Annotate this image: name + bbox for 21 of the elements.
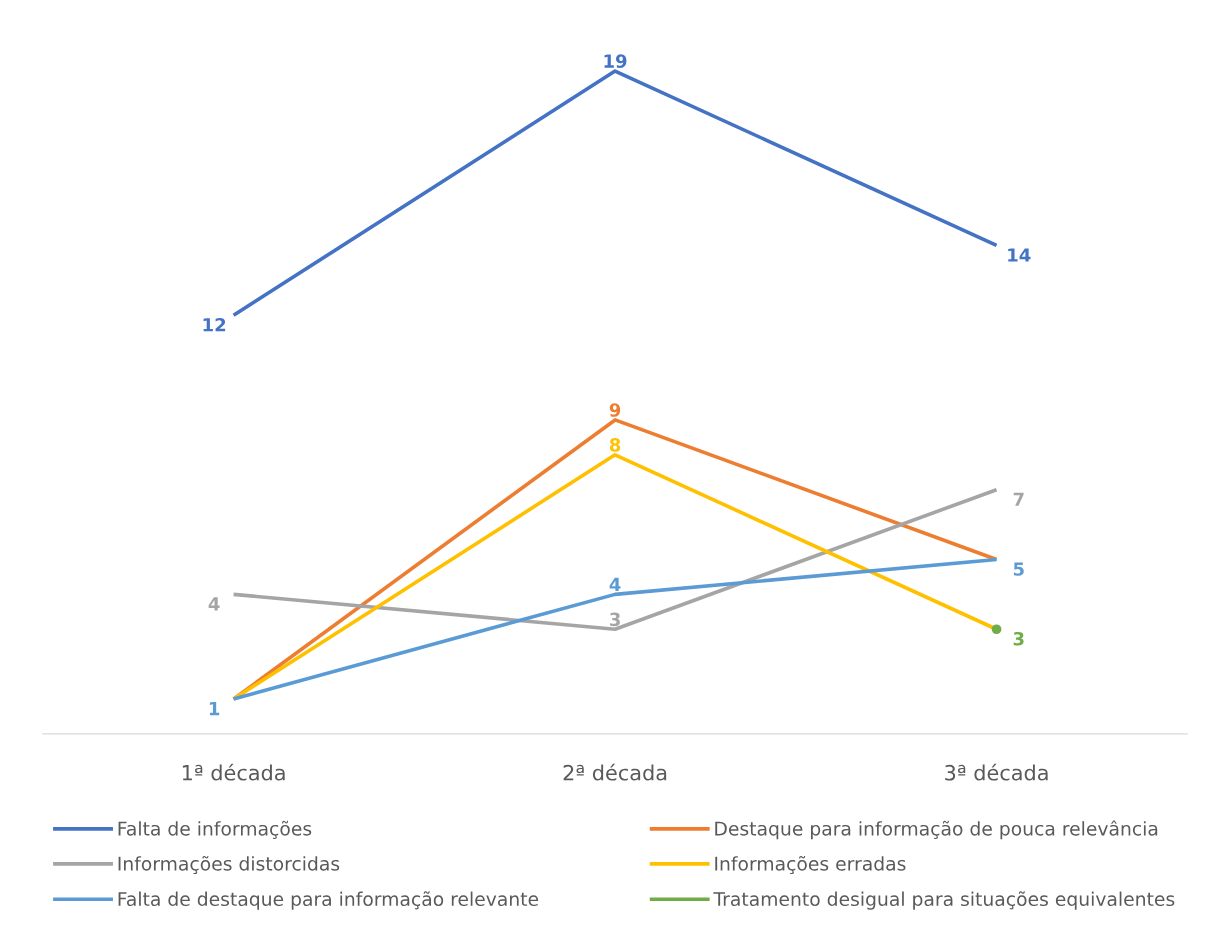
data-label: 1 <box>209 701 220 716</box>
data-label: 4 <box>208 597 220 611</box>
data-label: 7 <box>1013 492 1024 506</box>
data-label: 8 <box>609 438 621 452</box>
legend-label: Informações distorcidas <box>118 855 340 875</box>
data-label: 14 <box>1008 248 1031 262</box>
legend-label: Falta de destaque para informação relevante <box>118 891 539 910</box>
data-label: 5 <box>1013 562 1024 576</box>
x-tick-label: 1ª década <box>182 763 285 781</box>
legend-label: Tratamento desigual para situações equivalentes <box>713 891 1175 910</box>
data-label: 9 <box>609 403 621 417</box>
data-label: 3 <box>1013 631 1024 646</box>
data-label: 4 <box>609 577 621 592</box>
data-label: 3 <box>609 612 620 627</box>
x-tick-label: 3ª década <box>945 763 1048 781</box>
x-tick-label: 2ª década <box>563 763 667 781</box>
data-label: 19 <box>604 54 627 68</box>
data-label: 12 <box>203 317 226 332</box>
legend-label: Falta de informações <box>118 820 312 840</box>
legend-label: Informações erradas <box>715 855 906 875</box>
legend-label: Destaque para informação de pouca relevância <box>715 820 1158 840</box>
